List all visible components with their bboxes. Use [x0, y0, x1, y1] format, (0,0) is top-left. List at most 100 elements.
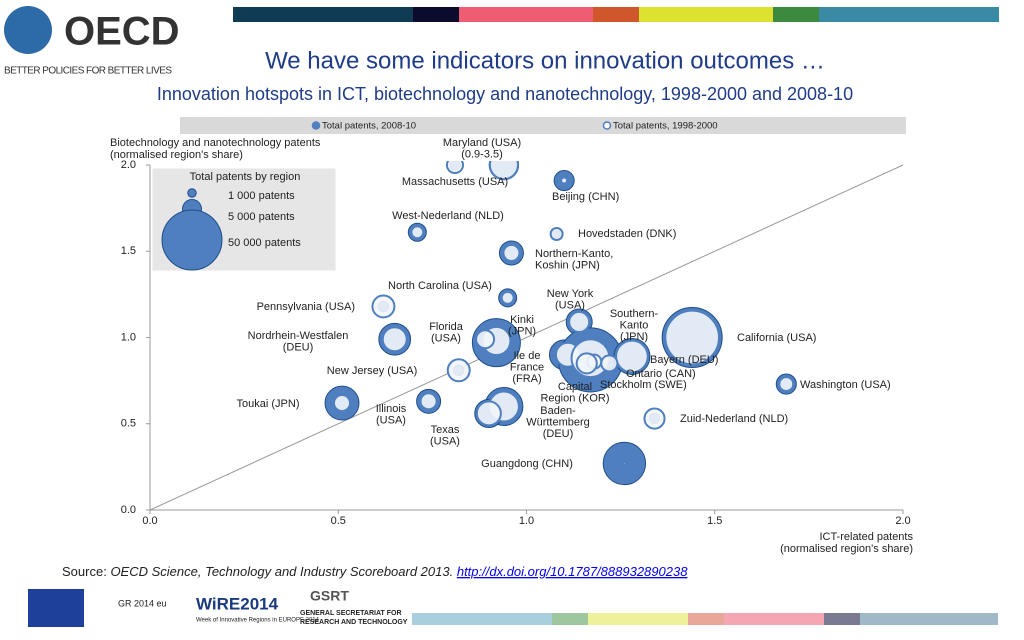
- region-label-line: (USA): [431, 332, 461, 344]
- legend-marker: [602, 121, 612, 130]
- source-link[interactable]: http://dx.doi.org/10.1787/888932890238: [457, 564, 688, 579]
- bubble-1998: [643, 407, 666, 430]
- region-label: Maryland (USA) (0.9-3.5): [443, 137, 521, 161]
- region-label-line: Massachusetts (USA): [402, 176, 508, 188]
- legend-label: Total patents, 1998-2000: [613, 121, 718, 132]
- y-tick-label: 0.0: [121, 504, 136, 516]
- region-label: Stockholm (SWE): [600, 379, 687, 391]
- bubble-1998: [475, 400, 502, 427]
- region-label-line: Kanto: [620, 319, 649, 331]
- region-label: Illinois (USA): [376, 403, 407, 427]
- region-label: Ile de France (FRA): [510, 350, 544, 385]
- bubble-1998: [778, 376, 795, 393]
- bubble-1998: [600, 354, 619, 373]
- bubble-1998: [500, 290, 515, 305]
- region-label: Northern-Kanto, Koshin (JPN): [535, 248, 613, 272]
- x-axis-label: ICT-related patents: [819, 531, 913, 543]
- region-label: Beijing (CHN): [552, 191, 619, 203]
- region-label-line: (USA): [376, 414, 406, 426]
- x-tick-label: 0.5: [331, 515, 346, 527]
- region-label: Nordrhein-Westfalen (DEU): [248, 330, 349, 354]
- size-legend-label: 50 000 patents: [228, 237, 301, 249]
- region-label-line: (DEU): [283, 341, 314, 353]
- logo-text: OECD: [64, 10, 180, 54]
- logo-globe: [4, 6, 52, 54]
- bubble-1998: [615, 339, 649, 374]
- bubble-1998: [664, 309, 720, 366]
- legend-label: Total patents, 2008-10: [322, 121, 416, 132]
- y-tick-label: 1.0: [121, 331, 136, 343]
- bubble-1998: [410, 225, 425, 240]
- footer-logo: RESEARCH AND TECHNOLOGY: [300, 619, 408, 626]
- subheading: Innovation hotspots in ICT, biotechnolog…: [157, 84, 853, 104]
- footer-logo: GR 2014 eu: [118, 598, 167, 608]
- size-legend-bubble: [161, 209, 223, 271]
- region-label: Kinki (JPN): [508, 314, 536, 338]
- region-label-line: (USA): [555, 299, 585, 311]
- footer-logo: GSRT: [310, 588, 349, 604]
- bubble-1998: [502, 243, 521, 263]
- legend-marker: [311, 121, 321, 130]
- region-label-line: Northern-Kanto,: [535, 248, 613, 260]
- bubble-1998: [549, 227, 564, 241]
- x-tick-label: 0.0: [142, 515, 157, 527]
- y-tick-label: 0.5: [121, 418, 136, 430]
- region-label-line: Hovedstaden (DNK): [578, 228, 676, 240]
- region-label-line: Kinki: [510, 314, 534, 326]
- region-label: Ontario (CAN): [626, 368, 696, 380]
- region-label: Massachusetts (USA): [402, 176, 508, 188]
- region-label-line: Beijing (CHN): [552, 191, 619, 203]
- region-label-line: (JPN): [620, 331, 648, 343]
- region-label-line: Illinois: [376, 403, 407, 415]
- bubble-1998: [371, 294, 396, 319]
- region-label: Baden-Württemberg (DEU): [526, 405, 590, 440]
- y-axis-label: Biotechnology and nanotechnology patents: [110, 137, 321, 149]
- region-label: Toukai (JPN): [237, 398, 300, 410]
- region-label: Zuid-Nederland (NLD): [680, 413, 788, 425]
- region-label-line: (FRA): [512, 373, 541, 385]
- diagonal-line: [149, 164, 904, 511]
- region-label-line: Maryland (USA): [443, 137, 521, 149]
- size-legend-bubble: [187, 188, 197, 198]
- y-tick-label: 2.0: [121, 159, 136, 171]
- region-label-line: Ontario (CAN): [626, 368, 696, 380]
- region-label: Capital Region (KOR): [540, 381, 609, 405]
- region-label-line: Washington (USA): [800, 379, 891, 391]
- region-label: New York (USA): [547, 288, 594, 312]
- region-label-line: Stockholm (SWE): [600, 379, 687, 391]
- region-label-line: (DEU): [543, 428, 574, 440]
- region-label-line: Toukai (JPN): [237, 398, 300, 410]
- region-label-line: (JPN): [508, 325, 536, 337]
- size-legend-label: 1 000 patents: [228, 190, 295, 202]
- bubble-1998: [445, 161, 465, 175]
- source: Source: OECD Science, Technology and Ind…: [62, 564, 688, 579]
- region-label-line: Guangdong (CHN): [481, 458, 573, 470]
- footer-logo: GENERAL SECRETARIAT FOR: [300, 610, 402, 617]
- region-label-line: Region (KOR): [540, 392, 609, 404]
- bubble-1998: [560, 176, 569, 185]
- region-label-line: (USA): [430, 435, 460, 447]
- region-label-line: North Carolina (USA): [388, 280, 492, 292]
- y-tick-label: 1.5: [121, 245, 136, 257]
- region-label-line: Ile de: [514, 350, 541, 362]
- bubble-1998: [475, 329, 496, 350]
- region-label-line: New York: [547, 288, 594, 300]
- bubbles: [324, 161, 797, 486]
- region-label: Florida (USA): [429, 321, 464, 345]
- source-prefix: Source:: [62, 564, 107, 579]
- region-label-line: (0.9-3.5): [461, 148, 503, 160]
- legend-background: [180, 117, 906, 134]
- top-color-bar: [233, 7, 999, 22]
- region-label-line: Texas: [431, 424, 460, 436]
- x-axis-label: (normalised region's share): [780, 543, 913, 555]
- eu-flag: [28, 589, 84, 627]
- x-tick-label: 1.5: [707, 515, 722, 527]
- source-title: OECD Science, Technology and Industry Sc…: [110, 564, 453, 579]
- region-label-line: New Jersey (USA): [327, 365, 417, 377]
- footer-logo: WiRE2014: [196, 594, 279, 613]
- region-label-line: Koshin (JPN): [535, 259, 600, 271]
- x-tick-label: 1.0: [519, 515, 534, 527]
- logo-tagline: BETTER POLICIES FOR BETTER LIVES: [4, 66, 172, 77]
- bubble-1998: [446, 358, 471, 383]
